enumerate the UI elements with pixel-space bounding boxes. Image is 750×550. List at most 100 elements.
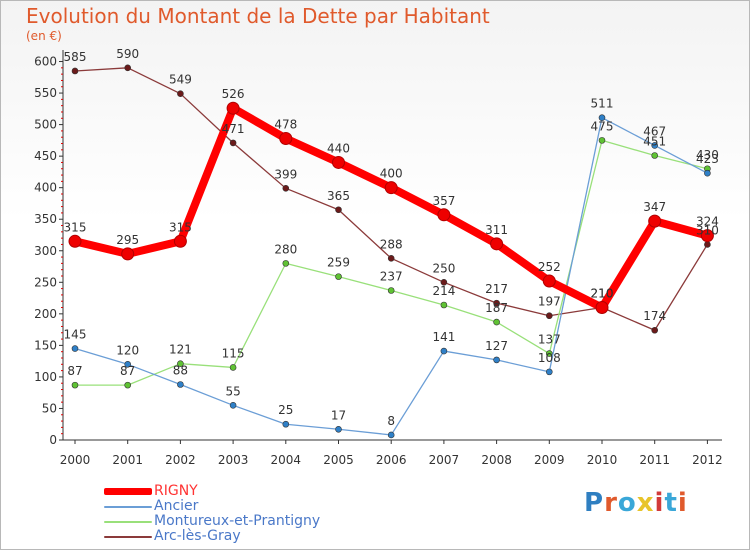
- x-tick-label: 2011: [639, 453, 670, 467]
- y-tick-label: 300: [34, 244, 57, 258]
- legend-label: Ancier: [154, 498, 199, 514]
- x-tick-label: 2007: [429, 453, 460, 467]
- legend-swatch: [104, 521, 152, 523]
- legend-swatch: [104, 506, 152, 508]
- data-label: 210: [591, 287, 614, 301]
- logo-letter: i: [677, 488, 688, 518]
- x-tick-label: 2002: [165, 453, 196, 467]
- x-tick-label: 2005: [323, 453, 354, 467]
- data-label: 174: [643, 309, 666, 323]
- data-label: 324: [696, 215, 719, 229]
- data-label: 145: [64, 328, 87, 342]
- data-point: [387, 255, 395, 262]
- legend-label: Montureux-et-Prantigny: [154, 513, 321, 529]
- data-label: 590: [116, 47, 139, 61]
- data-label: 197: [538, 295, 561, 309]
- logo-letter: P: [584, 488, 605, 518]
- data-label: 280: [274, 242, 297, 256]
- data-label: 17: [331, 408, 346, 422]
- y-tick-label: 100: [34, 370, 57, 384]
- data-point: [177, 360, 184, 367]
- data-label: 187: [485, 301, 508, 315]
- data-point: [177, 381, 184, 388]
- data-label: 237: [380, 270, 403, 284]
- data-label: 526: [222, 87, 245, 101]
- data-point: [282, 420, 290, 428]
- data-point: [121, 247, 135, 261]
- y-tick-label: 450: [34, 149, 57, 163]
- y-tick-label: 200: [34, 307, 57, 321]
- y-tick-label: 350: [34, 212, 57, 226]
- data-point: [124, 381, 131, 389]
- data-label: 549: [169, 73, 192, 87]
- legend-swatch: [104, 488, 152, 495]
- data-point: [68, 234, 82, 248]
- data-point: [440, 347, 448, 355]
- data-point: [226, 101, 240, 115]
- data-label: 440: [327, 141, 350, 155]
- data-point: [440, 301, 448, 309]
- data-label: 478: [274, 117, 297, 131]
- data-point: [71, 67, 79, 75]
- data-point: [437, 208, 451, 222]
- logo-letter: r: [604, 488, 618, 518]
- data-point: [545, 350, 553, 357]
- y-tick-label: 50: [42, 401, 57, 415]
- y-tick-label: 600: [34, 55, 57, 69]
- data-point: [177, 90, 184, 97]
- logo-letter: x: [636, 488, 655, 518]
- data-point: [229, 364, 237, 371]
- data-point: [335, 425, 342, 433]
- data-label: 467: [643, 124, 666, 138]
- data-point: [335, 206, 342, 214]
- x-tick-label: 2010: [587, 453, 618, 467]
- data-label: 87: [120, 364, 135, 378]
- data-point: [542, 274, 556, 288]
- data-label: 315: [169, 220, 192, 234]
- data-label: 585: [64, 50, 87, 64]
- data-point: [279, 131, 293, 145]
- data-point: [651, 142, 659, 149]
- data-point: [493, 299, 500, 307]
- data-point: [71, 345, 79, 352]
- data-label: 87: [67, 364, 82, 378]
- legend-swatch: [104, 536, 152, 538]
- legend-label: Arc-lès-Gray: [154, 528, 241, 544]
- data-label: 423: [696, 152, 719, 166]
- y-tick-label: 0: [49, 433, 57, 447]
- data-point: [229, 402, 237, 409]
- data-point: [493, 356, 500, 364]
- data-label: 430: [696, 148, 719, 162]
- data-point: [384, 181, 398, 195]
- data-point: [124, 361, 131, 368]
- data-label: 137: [538, 333, 561, 347]
- logo-letter: o: [617, 488, 637, 518]
- x-tick-label: 2009: [534, 453, 565, 467]
- y-tick-label: 500: [34, 118, 57, 132]
- data-label: 295: [116, 233, 139, 247]
- y-tick-label: 150: [34, 338, 57, 352]
- data-point: [651, 152, 659, 159]
- x-tick-label: 2006: [376, 453, 407, 467]
- data-point: [440, 278, 448, 286]
- data-label: 217: [485, 282, 508, 296]
- data-label: 108: [538, 351, 561, 365]
- data-point: [704, 169, 711, 177]
- data-label: 475: [591, 119, 614, 133]
- data-label: 55: [225, 384, 240, 398]
- data-point: [335, 273, 342, 280]
- data-label: 120: [116, 343, 139, 357]
- data-point: [229, 139, 237, 147]
- data-point: [490, 237, 504, 251]
- y-tick-label: 250: [34, 275, 57, 289]
- data-point: [124, 64, 131, 72]
- data-point: [648, 214, 662, 228]
- data-label: 315: [64, 220, 87, 234]
- data-label: 310: [696, 223, 719, 237]
- data-point: [700, 229, 714, 243]
- data-point: [387, 431, 395, 439]
- data-point: [332, 155, 345, 169]
- data-point: [282, 260, 290, 267]
- x-tick-label: 2001: [112, 453, 143, 467]
